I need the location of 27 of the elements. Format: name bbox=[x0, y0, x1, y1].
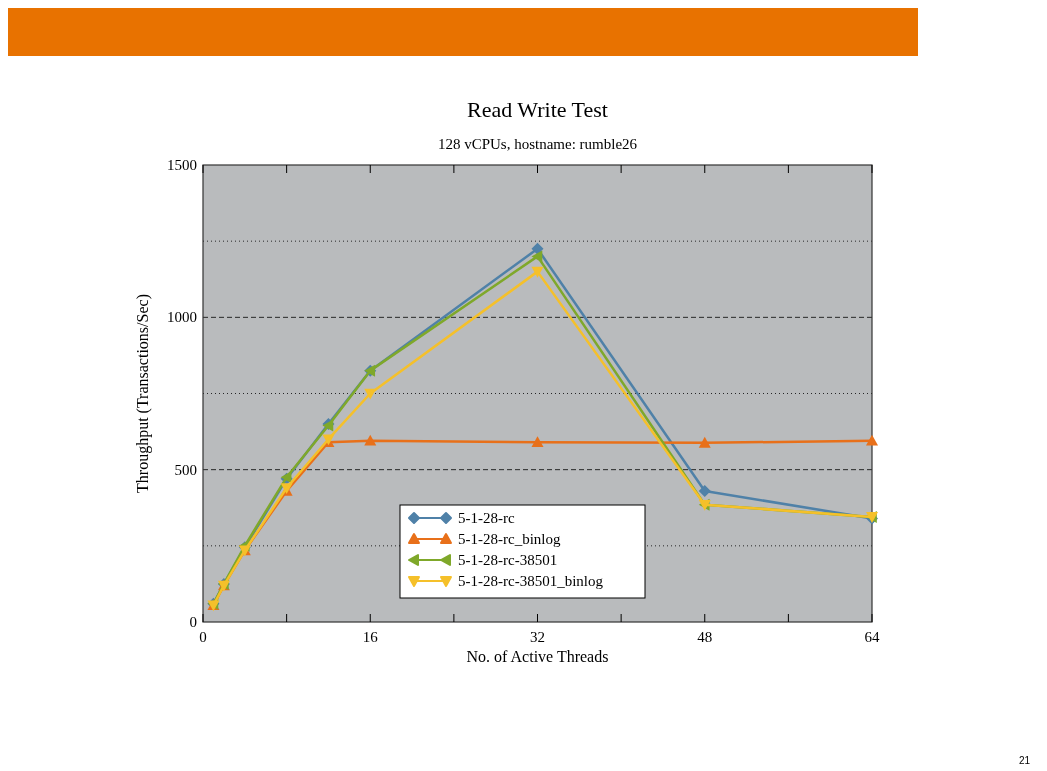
y-tick-label: 500 bbox=[174, 461, 197, 478]
x-tick-label: 64 bbox=[864, 629, 880, 645]
point bbox=[531, 266, 544, 278]
y-tick-label: 1500 bbox=[167, 157, 197, 173]
x-tick-label: 48 bbox=[697, 629, 713, 645]
point bbox=[364, 388, 377, 400]
y-tick-label: 0 bbox=[189, 614, 197, 630]
x-axis-title: No. of Active Threads bbox=[466, 648, 609, 665]
legend-label: 5-1-28-rc bbox=[458, 510, 515, 526]
point bbox=[531, 436, 544, 448]
legend-label: 5-1-28-rc_binlog bbox=[458, 531, 561, 547]
point bbox=[531, 250, 543, 263]
text: 21 bbox=[1018, 755, 1031, 766]
chart-title: Read Write Test bbox=[467, 97, 608, 122]
x-tick-label: 32 bbox=[530, 629, 545, 645]
y-tick-label: 1000 bbox=[167, 309, 197, 326]
x-tick-label: 16 bbox=[362, 629, 379, 645]
legend-label: 5-1-28-rc-38501_binlog bbox=[458, 573, 604, 589]
point bbox=[698, 436, 711, 448]
point bbox=[531, 242, 544, 255]
x-tick-label: 0 bbox=[199, 629, 207, 645]
y-axis-title: Throughput (Transactions/Sec) bbox=[134, 294, 152, 493]
chart-subtitle: 128 vCPUs, hostname: rumble26 bbox=[437, 136, 638, 152]
point bbox=[364, 434, 377, 446]
point bbox=[866, 434, 878, 446]
point bbox=[698, 484, 711, 497]
legend-label: 5-1-28-rc-38501 bbox=[458, 552, 558, 568]
